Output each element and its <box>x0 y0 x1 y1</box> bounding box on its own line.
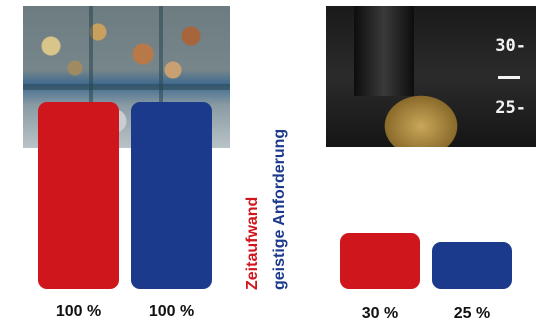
scale-label-bottom: 25- <box>495 98 526 118</box>
bar-after-geistige-anforderung <box>432 242 512 289</box>
legend-geistige-anforderung: geistige Anforderung <box>271 128 288 290</box>
bar-before-zeitaufwand <box>38 102 119 289</box>
value-label: 25 % <box>453 305 491 322</box>
coin-slot <box>354 6 414 96</box>
scale-label-top: 30- <box>495 36 526 56</box>
legend-zeitaufwand: Zeitaufwand <box>244 196 261 290</box>
bar-before-geistige-anforderung <box>131 102 212 289</box>
tray-divider <box>159 6 163 148</box>
tray-divider <box>89 6 93 148</box>
scale-dash <box>498 76 520 79</box>
value-label: 100 % <box>55 303 102 320</box>
value-label: 30 % <box>361 305 399 322</box>
tray-divider <box>23 84 230 90</box>
value-label: 100 % <box>148 303 195 320</box>
bar-after-zeitaufwand <box>340 233 420 289</box>
coin-counter-photo: 30- 25- <box>326 6 536 147</box>
